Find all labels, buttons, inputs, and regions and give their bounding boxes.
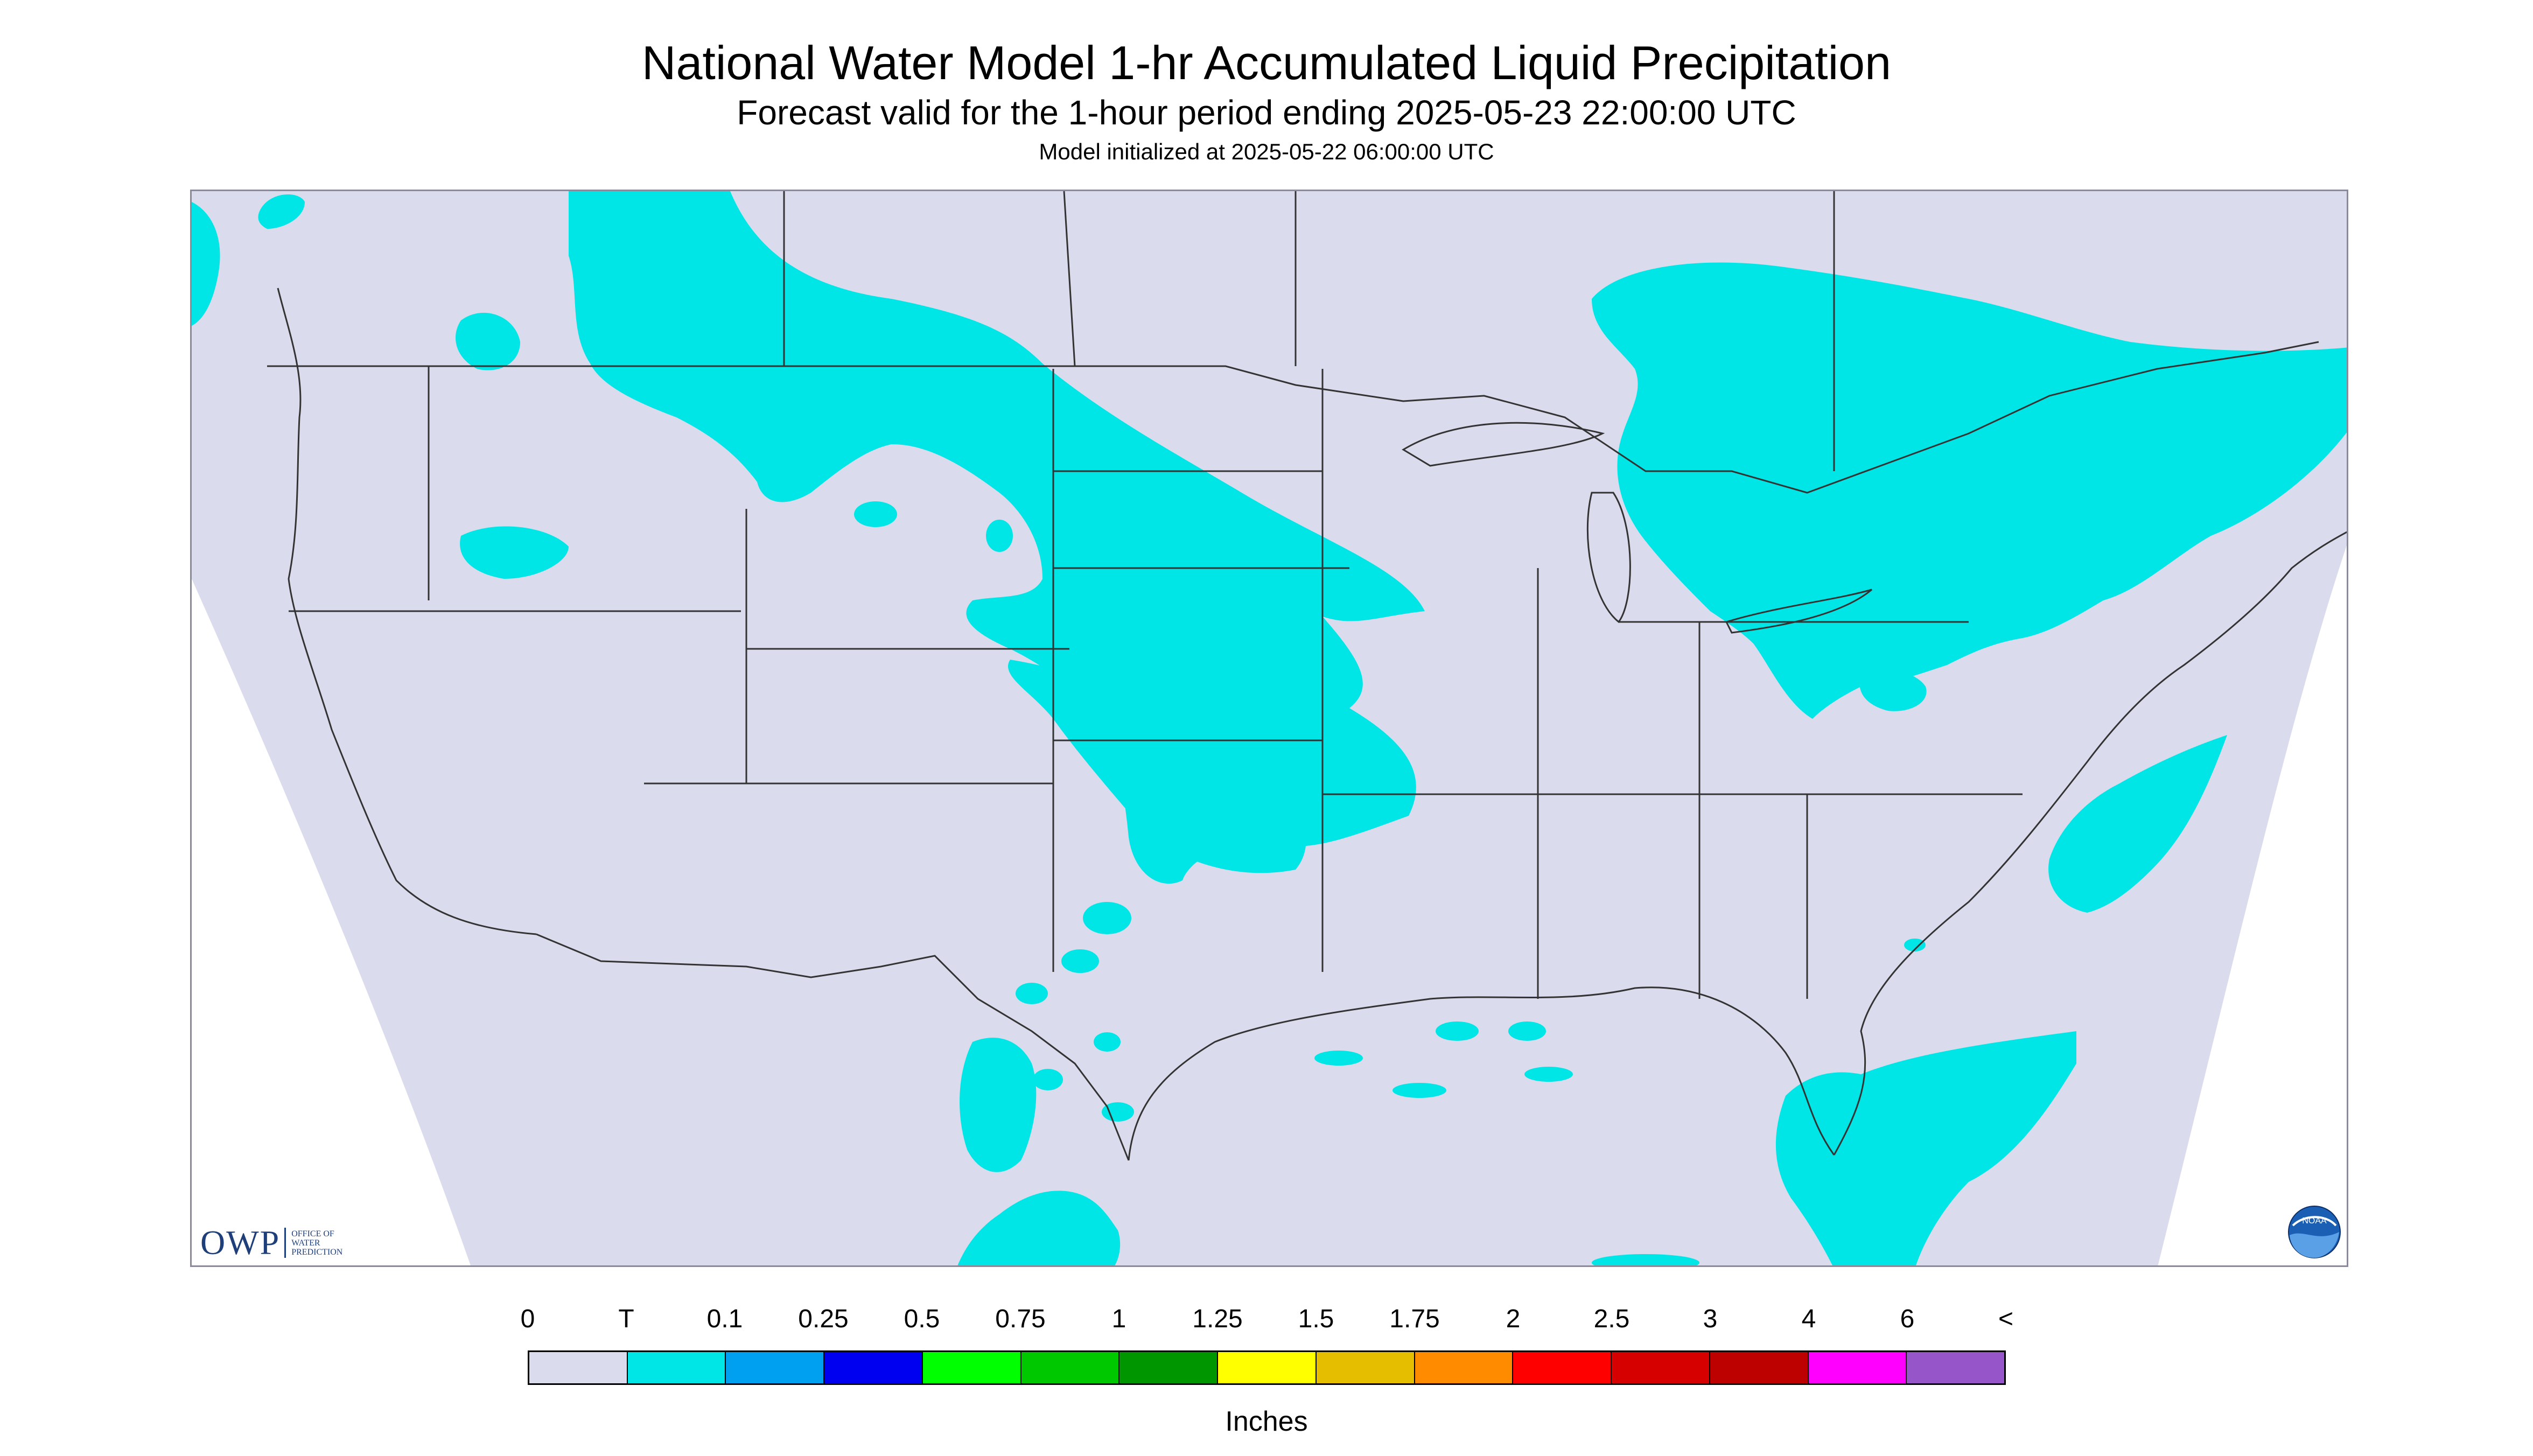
- legend-swatch: [726, 1352, 825, 1383]
- pacific-coastline: [277, 288, 537, 935]
- legend-label: 0: [520, 1305, 535, 1333]
- precip-cell-gulf-2: [1508, 1021, 1546, 1041]
- legend-label: 6: [1900, 1305, 1915, 1333]
- legend-label: 1.25: [1192, 1305, 1243, 1333]
- owp-logo-divider: [284, 1228, 286, 1258]
- lake-michigan: [1586, 492, 1631, 624]
- gulf-coastline: [1128, 986, 1835, 1161]
- legend-labels: 0 T 0.1 0.25 0.5 0.75 1 1.25 1.5 1.75 2 2.5 3 4 6 <: [0, 1304, 2533, 1336]
- precip-area-bc-coast: [258, 194, 305, 229]
- precip-area-idaho: [456, 312, 520, 370]
- atlantic-coastline: [1833, 531, 2347, 1156]
- owp-logo-name: OFFICE OF WATER PREDICTION: [291, 1229, 342, 1257]
- precip-cell-nebraska: [986, 520, 1013, 552]
- legend-swatch: [1907, 1352, 2005, 1383]
- precip-cell-northeast-sea: [1904, 939, 1926, 951]
- noaa-logo: NOAA: [2288, 1206, 2341, 1258]
- map-canvas: [192, 191, 2347, 1265]
- legend-label: 1: [1111, 1305, 1126, 1333]
- lake-erie: [1725, 589, 1872, 634]
- precip-area-oregon: [460, 526, 569, 579]
- legend-label: 2.5: [1593, 1305, 1630, 1333]
- owp-logo-mark: OWP: [200, 1223, 281, 1262]
- legend-label: 2: [1506, 1305, 1521, 1333]
- legend-swatch: [529, 1352, 628, 1383]
- precipitation-map: [190, 190, 2348, 1267]
- precip-cell-texas-3: [1016, 983, 1048, 1004]
- us-mexico-border: [536, 933, 1130, 1161]
- legend-label: 0.1: [706, 1305, 743, 1333]
- legend-swatch: [1218, 1352, 1317, 1383]
- precip-area-ny-coast: [1859, 670, 1927, 711]
- precip-area-pacific-nw: [192, 202, 220, 326]
- legend-label: 1.75: [1389, 1305, 1440, 1333]
- legend-label: 0.25: [798, 1305, 849, 1333]
- legend-label: 0.5: [904, 1305, 940, 1333]
- precip-cell-wyoming: [854, 501, 897, 527]
- precip-cell-texas-1: [1083, 902, 1131, 934]
- precip-cell-mexico-gulf: [1094, 1032, 1121, 1052]
- legend-swatch: [1513, 1352, 1612, 1383]
- precip-area-northern-plains: [569, 191, 1425, 884]
- precip-cell-gulf-1: [1436, 1021, 1479, 1041]
- model-init-time: Model initialized at 2025-05-22 06:00:00…: [1039, 139, 1494, 164]
- legend-units: Inches: [1225, 1406, 1308, 1437]
- legend-swatch: [824, 1352, 923, 1383]
- precip-cell-caribbean: [1592, 1254, 1699, 1265]
- precip-area-mexico-south: [957, 1191, 1121, 1265]
- legend-swatch: [922, 1352, 1021, 1383]
- precip-area-florida-bahamas: [1775, 1031, 2076, 1265]
- owp-name-line: WATER: [291, 1238, 320, 1248]
- legend-swatch: [1021, 1352, 1120, 1383]
- precip-area-west-mexico: [960, 1038, 1037, 1172]
- legend-swatch: [627, 1352, 726, 1383]
- legend-label: <: [1998, 1305, 2014, 1333]
- legend-label: T: [618, 1305, 634, 1333]
- precip-cell-baja: [1033, 1069, 1063, 1090]
- legend-swatch: [1316, 1352, 1415, 1383]
- state-line-17: [1063, 191, 1076, 367]
- legend-swatch: [1710, 1352, 1809, 1383]
- legend-label: 3: [1703, 1305, 1718, 1333]
- legend-swatch: [1808, 1352, 1907, 1383]
- precip-cell-chihuahua: [1102, 1102, 1134, 1122]
- legend-label: 1.5: [1298, 1305, 1334, 1333]
- owp-logo: OWP OFFICE OF WATER PREDICTION: [200, 1221, 342, 1264]
- precip-area-great-lakes-northeast: [1592, 262, 2347, 719]
- precip-cell-texas-2: [1061, 949, 1099, 973]
- color-scale-bar: [528, 1350, 2006, 1385]
- boundaries: [267, 191, 2347, 1161]
- precip-cell-gulf-5: [1524, 1067, 1573, 1082]
- legend-label: 4: [1801, 1305, 1816, 1333]
- precip-cell-gulf-4: [1393, 1083, 1446, 1098]
- legend-swatch: [1415, 1352, 1514, 1383]
- legend-label: 0.75: [995, 1305, 1046, 1333]
- us-canada-border: [267, 341, 2319, 494]
- legend-swatch: [1119, 1352, 1219, 1383]
- legend-swatch: [1612, 1352, 1710, 1383]
- lake-superior: [1402, 422, 1605, 467]
- precip-areas: [192, 191, 2347, 1265]
- noaa-logo-text: NOAA: [2302, 1216, 2327, 1226]
- precip-area-kansas-oklahoma: [1008, 660, 1306, 873]
- owp-name-line: PREDICTION: [291, 1247, 343, 1257]
- map-subtitle: Forecast valid for the 1-hour period end…: [737, 93, 1796, 132]
- precip-area-atlantic-offshore: [2048, 735, 2227, 913]
- precip-cell-gulf-3: [1314, 1051, 1363, 1066]
- owp-name-line: OFFICE OF: [291, 1229, 334, 1238]
- map-title: National Water Model 1-hr Accumulated Li…: [641, 36, 1892, 89]
